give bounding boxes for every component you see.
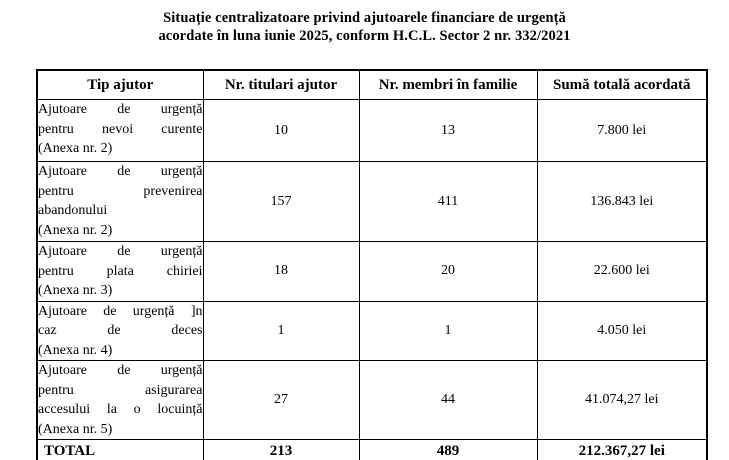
cell-nr-membri: 1 [358, 300, 538, 361]
total-row: TOTAL 213 489 212.367,27 lei [36, 439, 708, 460]
tip-ajutor-line: pentru asigurarea [38, 382, 203, 398]
tip-ajutor-line: (Anexa nr. 4) [38, 342, 113, 358]
cell-nr-membri: 44 [358, 360, 538, 440]
tip-ajutor-line: Ajutoare de urgență [38, 102, 203, 117]
tip-ajutor-line: (Anexa nr. 5) [38, 421, 113, 437]
tip-ajutor-line: pentru prevenirea [38, 183, 203, 199]
aid-summary-table: Tip ajutor Nr. titulari ajutor Nr. membr… [36, 69, 708, 460]
total-suma: 212.367,27 lei [536, 439, 708, 460]
cell-nr-membri: 20 [358, 241, 538, 302]
col-header-nr-titulari: Nr. titulari ajutor [202, 69, 360, 100]
cell-nr-titulari: 27 [202, 360, 360, 440]
cell-tip-ajutor: Ajutoare de urgență ]n caz de deces (Anexa… [36, 300, 204, 361]
tip-ajutor-line: (Anexa nr. 2) [38, 222, 113, 238]
cell-nr-titulari: 18 [202, 241, 360, 302]
col-header-nr-membri: Nr. membri în familie [358, 69, 538, 100]
total-nr-membri: 489 [358, 439, 538, 460]
tip-ajutor-line: caz de deces [38, 323, 203, 338]
total-label: TOTAL [36, 439, 204, 460]
tip-ajutor-line: pentru plata chiriei [38, 263, 203, 279]
cell-tip-ajutor: Ajutoare de urgență pentru asigurarea acce… [36, 360, 204, 440]
tip-ajutor-line: Ajutoare de urgență ]n [38, 303, 203, 319]
tip-ajutor-line: Ajutoare de urgență [38, 363, 203, 378]
col-header-suma-totala: Sumă totală acordată [536, 69, 708, 100]
cell-suma: 22.600 lei [536, 241, 708, 302]
title-line-2: acordate în luna iunie 2025, conform H.C… [158, 28, 571, 44]
cell-suma: 7.800 lei [536, 99, 708, 162]
tip-ajutor-line: accesului la o locuință [38, 402, 203, 417]
table-row: Ajutoare de urgență pentru plata chiriei (… [36, 241, 708, 302]
cell-nr-membri: 13 [358, 99, 538, 162]
cell-tip-ajutor: Ajutoare de urgență pentru plata chiriei (… [36, 241, 204, 302]
tip-ajutor-line: Ajutoare de urgență [38, 244, 203, 259]
tip-ajutor-line: (Anexa nr. 3) [38, 283, 113, 298]
cell-tip-ajutor: Ajutoare de urgență pentru nevoi curente (… [36, 99, 204, 162]
table-row: Ajutoare de urgență pentru asigurarea acce… [36, 360, 708, 440]
table-row: Ajutoare de urgență pentru prevenirea aban… [36, 161, 708, 242]
document-title: Situație centralizatoare privind ajutoar… [0, 9, 729, 45]
tip-ajutor-line: Ajutoare de urgență [38, 164, 203, 179]
tip-ajutor-line: abandonului [38, 203, 108, 218]
cell-nr-titulari: 157 [202, 161, 360, 242]
cell-nr-titulari: 10 [202, 99, 360, 162]
col-header-tip-ajutor: Tip ajutor [36, 69, 204, 100]
cell-nr-titulari: 1 [202, 300, 360, 361]
cell-tip-ajutor: Ajutoare de urgență pentru prevenirea aban… [36, 161, 204, 242]
tip-ajutor-line: (Anexa nr. 2) [38, 141, 113, 156]
cell-suma: 136.843 lei [536, 161, 708, 242]
cell-suma: 41.074,27 lei [536, 360, 708, 440]
tip-ajutor-line: pentru nevoi curente [38, 121, 203, 137]
table-row: Ajutoare de urgență pentru nevoi curente (… [36, 99, 708, 162]
cell-nr-membri: 411 [358, 161, 538, 242]
header-row: Tip ajutor Nr. titulari ajutor Nr. membr… [36, 69, 708, 100]
total-nr-titulari: 213 [202, 439, 360, 460]
table-row: Ajutoare de urgență ]n caz de deces (Anexa… [36, 300, 708, 361]
cell-suma: 4.050 lei [536, 300, 708, 361]
title-line-1: Situație centralizatoare privind ajutoar… [163, 10, 566, 26]
